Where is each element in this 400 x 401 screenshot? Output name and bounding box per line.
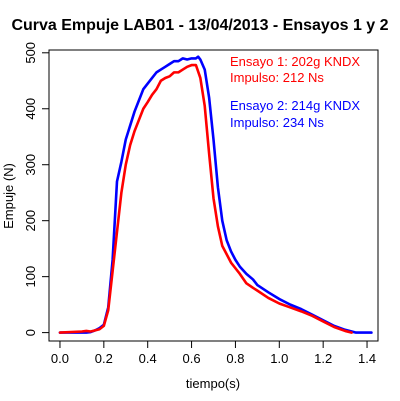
- y-tick-label: 300: [23, 154, 38, 176]
- x-tick-label: 1.0: [270, 351, 288, 366]
- x-axis: 0.0 0.2 0.4 0.6 0.8 1.0 1.2 1.4: [51, 340, 376, 366]
- x-tick-label: 1.4: [358, 351, 376, 366]
- legend-ensayo1-impulse: Impulso: 212 Ns: [230, 70, 324, 85]
- legend-ensayo2-impulse: Impulso: 234 Ns: [230, 115, 324, 130]
- x-axis-label: tiempo(s): [186, 376, 240, 391]
- y-tick-label: 0: [23, 329, 38, 336]
- y-axis: 0 100 200 300 400 500: [23, 42, 50, 336]
- x-tick-label: 0.8: [226, 351, 244, 366]
- y-tick-label: 500: [23, 42, 38, 64]
- x-tick-label: 1.2: [314, 351, 332, 366]
- x-tick-label: 0.0: [51, 351, 69, 366]
- y-tick-label: 400: [23, 98, 38, 120]
- legend: Ensayo 1: 202g KNDX Impulso: 212 Ns Ensa…: [230, 54, 360, 130]
- legend-ensayo2-label: Ensayo 2: 214g KNDX: [230, 98, 360, 113]
- series-line-ensayo-1: [58, 63, 353, 334]
- x-tick-label: 0.2: [95, 351, 113, 366]
- plot-area: [48, 49, 379, 342]
- y-tick-label: 100: [23, 266, 38, 288]
- x-tick-label: 0.4: [139, 351, 157, 366]
- series-line-ensayo-2: [58, 55, 373, 334]
- chart-title: Curva Empuje LAB01 - 13/04/2013 - Ensayo…: [11, 17, 388, 34]
- series-layer: [58, 55, 373, 334]
- legend-ensayo1-label: Ensayo 1: 202g KNDX: [230, 54, 360, 69]
- y-tick-label: 200: [23, 210, 38, 232]
- x-tick-label: 0.6: [183, 351, 201, 366]
- y-axis-label: Empuje (N): [1, 163, 16, 229]
